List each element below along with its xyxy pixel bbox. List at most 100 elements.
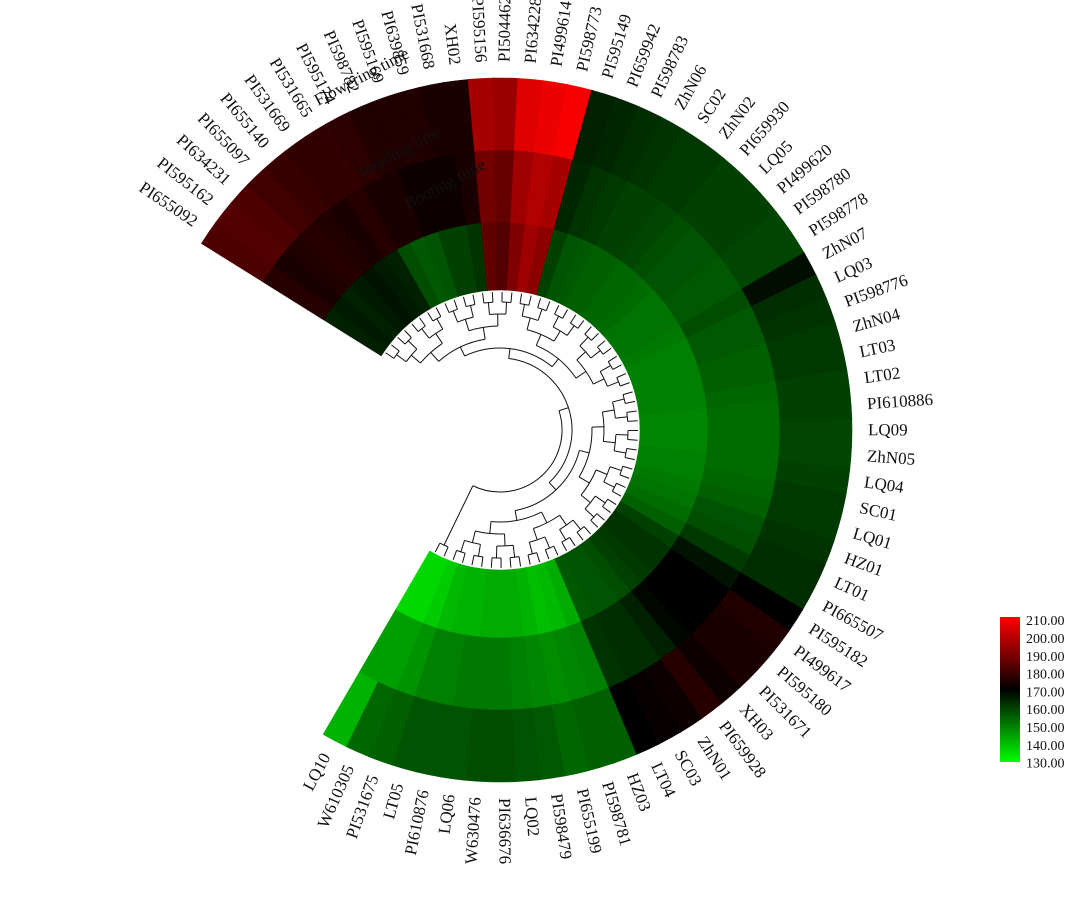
dendrogram-branch [407,340,418,350]
dendrogram-arc [561,537,570,543]
dendrogram-branch [616,373,627,379]
dendrogram-branch [627,420,638,422]
heat-cell-heading-PI636676 [491,637,513,711]
dendrogram-branch [616,482,626,488]
dendrogram-branch [558,407,569,412]
dendrogram-branch [472,294,476,305]
dendrogram-branch [519,293,523,304]
dendrogram-branch [626,410,637,413]
dendrogram-branch [544,549,550,560]
accession-label: LQ09 [868,420,908,439]
dendrogram-branch [603,481,615,488]
dendrogram-branch [505,302,507,315]
dendrogram-branch [609,466,622,472]
dendrogram-branch [595,469,608,475]
accession-label: XH02 [441,22,465,66]
dendrogram-arc [428,328,443,339]
dendrogram-arc [537,307,547,312]
accession-label: HZ03 [623,770,655,814]
dendrogram-branch [544,536,551,549]
dendrogram-arc [522,315,539,321]
dendrogram-arc [515,450,580,512]
dendrogram-branch [508,348,511,359]
dendrogram-branch [443,485,474,546]
dendrogram-branch [624,456,635,461]
dendrogram-branch [510,292,513,303]
dendrogram-branch [622,391,633,396]
dendrogram-arc [554,313,563,319]
accession-label: LQ04 [863,472,905,497]
dendrogram-branch [535,334,542,346]
dendrogram-branch [622,465,633,470]
legend-tick-labels: 210.00 200.00 190.00 180.00 170.00 160.00 150.… [1026,614,1065,771]
dendrogram-branch [521,304,525,317]
dendrogram-branch [490,557,493,568]
dendrogram-branch [584,508,595,518]
dendrogram-branch [527,554,531,565]
dendrogram-branch [443,546,449,557]
dendrogram-branch [453,299,458,310]
dendrogram-branch [569,537,576,547]
dendrogram-branch [459,346,466,357]
dendrogram-branch [545,301,551,311]
dendrogram-branch [444,303,450,313]
dendrogram-branch [575,370,587,379]
legend-tick-label: 210.00 [1026,614,1065,629]
dendrogram-arc [483,301,493,304]
dendrogram-branch [559,529,567,541]
dendrogram-branch [576,531,584,541]
dendrogram-branch [612,364,622,370]
dendrogram-branch [518,556,522,567]
dendrogram-branch [410,354,421,364]
dendrogram-branch [599,365,611,373]
dendrogram-branch [614,450,627,454]
accession-label: HZ01 [842,549,886,581]
accession-label: ZhN05 [866,446,915,469]
dendrogram-branch [526,317,531,330]
dendrogram-branch [435,333,443,344]
dendrogram-branch [602,506,611,513]
dendrogram-branch [561,541,568,552]
dendrogram-arc [472,410,563,493]
dendrogram-branch [512,545,516,558]
heat-cell-flowering-LQ09 [779,418,853,446]
dendrogram-branch [471,530,476,543]
dendrogram-branch [553,545,559,556]
dendrogram-branch [612,398,625,403]
color-legend: 210.00 200.00 190.00 180.00 170.00 160.00 150.… [1000,614,1065,772]
dendrogram-branch [577,320,585,329]
dendrogram-branch [615,416,628,419]
dendrogram-arc [590,513,598,521]
dendrogram-branch [551,358,559,368]
dendrogram-branch [487,302,490,315]
dendrogram-arc [597,346,604,355]
dendrogram-branch [482,327,486,340]
dendrogram-branch [627,439,638,441]
accession-label: PI499614 [547,0,576,68]
dendrogram-arc [464,539,481,545]
dendrogram-arc [529,536,546,543]
dendrogram-branch [590,519,599,528]
accession-label: PI634228 [521,0,546,64]
dendrogram-arc [613,434,617,451]
dendrogram-branch [528,295,532,306]
dendrogram-branch [607,381,619,387]
dendrogram-branch [385,352,395,359]
dendrogram-arc [448,308,458,314]
dendrogram-branch [597,340,606,348]
dendrogram-branch [590,350,601,359]
dendrogram-branch [391,344,400,352]
dendrogram-branch [596,513,605,521]
dendrogram-branch [620,382,630,387]
dendrogram-branch [464,319,470,331]
dendrogram-branch [421,328,430,339]
accession-label: LQ03 [831,253,875,287]
dendrogram-branch [591,332,599,341]
dendrogram-branch [477,544,481,557]
dendrogram-branch [536,552,541,563]
dendrogram-arc [611,483,617,492]
heatmap-cells [201,77,853,783]
accession-label: PI636676 [495,798,515,864]
dendrogram-arc [519,303,530,306]
